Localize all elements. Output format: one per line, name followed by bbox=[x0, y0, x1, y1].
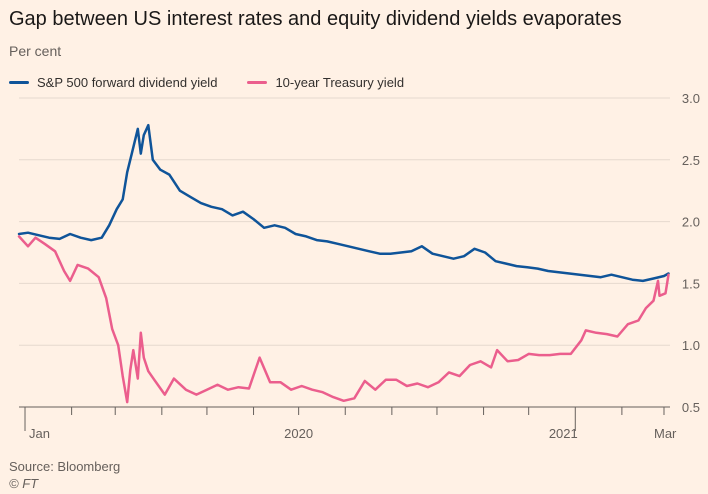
y-tick-label: 1.0 bbox=[682, 338, 700, 353]
y-tick-label: 1.5 bbox=[682, 276, 700, 291]
series-line-dividend-yield bbox=[19, 125, 669, 281]
copyright-note: © FT bbox=[9, 476, 38, 491]
y-tick-label: 0.5 bbox=[682, 400, 700, 415]
y-tick-label: 2.0 bbox=[682, 215, 700, 230]
x-tick-label: Jan bbox=[29, 426, 50, 441]
x-tick-label: Mar bbox=[654, 426, 677, 441]
series-line-treasury-yield bbox=[19, 236, 669, 402]
line-chart: 0.5 1.0 1.5 2.0 2.5 3.0 Jan 2020 2021 Mar bbox=[0, 0, 708, 494]
y-tick-label: 3.0 bbox=[682, 91, 700, 106]
y-tick-label: 2.5 bbox=[682, 153, 700, 168]
x-tick-label: 2020 bbox=[284, 426, 313, 441]
source-note: Source: Bloomberg bbox=[9, 459, 120, 474]
x-tick-label: 2021 bbox=[549, 426, 578, 441]
